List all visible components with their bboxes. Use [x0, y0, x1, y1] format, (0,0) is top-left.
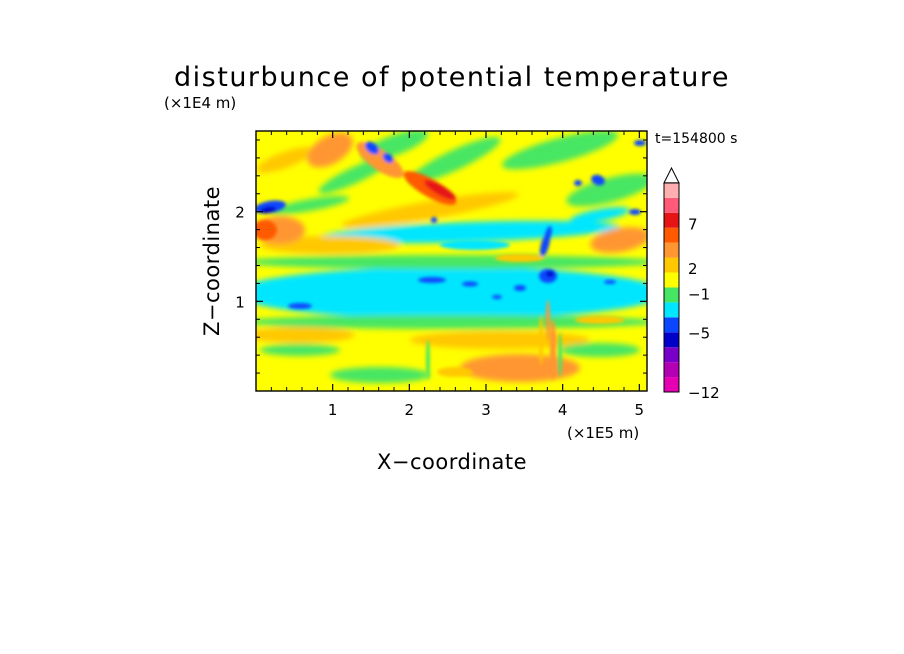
colorbar-band	[664, 287, 679, 303]
x-tick-label: 3	[481, 401, 491, 419]
field-blob	[460, 354, 580, 382]
colorbar-band	[664, 182, 679, 198]
y-unit-label: (×1E4 m)	[164, 94, 236, 112]
field-blob	[409, 137, 501, 183]
colorbar-label: 7	[688, 215, 698, 233]
x-tick-label: 1	[328, 401, 338, 419]
time-label: t=154800 s	[655, 131, 737, 147]
field-blob	[382, 153, 394, 163]
x-axis: 1 2 3 4 5	[270, 131, 645, 419]
chart-title: disturbunce of potential temperature	[174, 62, 730, 93]
field-blob	[256, 327, 355, 343]
field-blob	[260, 206, 276, 214]
colorbar-frame	[663, 182, 680, 393]
x-axis-title: X−coordinate	[377, 450, 527, 474]
field-blob	[501, 131, 619, 170]
field-blob	[634, 140, 646, 146]
x-tick-label: 5	[635, 401, 645, 419]
field-blob	[260, 344, 340, 356]
field-blob	[591, 174, 605, 186]
field-blob	[574, 180, 582, 186]
field-blob	[546, 271, 554, 277]
field-blob	[365, 141, 379, 155]
colorbar-band	[664, 302, 679, 318]
field-blob	[270, 195, 350, 215]
field-blob	[546, 300, 550, 340]
field-blob	[256, 220, 277, 240]
x-tick-label: 4	[558, 401, 568, 419]
field-blob	[437, 367, 473, 377]
field-blob	[560, 343, 640, 357]
x-tick-label: 2	[405, 401, 415, 419]
field-blob	[629, 209, 641, 215]
colorbar-band	[664, 242, 679, 258]
field-blob	[570, 207, 630, 223]
colorbar-band	[664, 257, 679, 273]
field-blob	[256, 255, 647, 269]
field-blob	[590, 227, 647, 253]
colorbar: −12−5−127	[663, 166, 720, 402]
colorbar-band	[664, 377, 679, 392]
y-tick-label: 2	[235, 204, 245, 222]
field-blob	[418, 277, 446, 283]
field-blob	[550, 320, 556, 380]
colorbar-label: −5	[688, 324, 710, 342]
field-blob	[495, 254, 545, 262]
colorbar-band	[664, 317, 679, 333]
colorbar-label: −1	[688, 285, 710, 303]
y-axis-title: Z−coordinate	[200, 186, 224, 336]
colorbar-band	[664, 332, 679, 348]
field-blob	[604, 280, 616, 284]
colorbar-band	[664, 362, 679, 378]
plot-frame	[255, 130, 648, 392]
field-blob	[566, 173, 647, 207]
field-blob	[539, 315, 543, 365]
y-axis: 12	[235, 139, 647, 374]
field-blob	[424, 180, 456, 200]
field-blob	[288, 303, 312, 309]
field-blob	[558, 333, 562, 377]
field-blob	[514, 285, 526, 291]
field-blob	[330, 367, 430, 383]
colorbar-band	[664, 197, 679, 213]
field-blob	[462, 281, 478, 287]
field-blob	[431, 217, 437, 223]
field-blob	[256, 267, 647, 319]
field-blob	[410, 331, 590, 349]
field-blob	[256, 147, 314, 173]
field-blob	[575, 316, 625, 324]
colorbar-band	[664, 212, 679, 228]
y-tick-label: 1	[235, 293, 245, 311]
colorbar-arrow	[663, 166, 680, 184]
colorbar-band	[664, 272, 679, 288]
x-unit-label: (×1E5 m)	[567, 424, 639, 442]
field-blob	[426, 340, 430, 380]
field-blob	[440, 240, 510, 250]
field-blob	[544, 226, 552, 244]
heatmap-field	[256, 131, 647, 391]
colorbar-band	[664, 227, 679, 243]
field-blob	[341, 192, 519, 228]
colorbar-band	[664, 347, 679, 363]
colorbar-label: 2	[688, 260, 698, 278]
colorbar-label: −12	[688, 384, 720, 402]
field-blob	[307, 132, 353, 168]
field-blob	[492, 295, 502, 299]
